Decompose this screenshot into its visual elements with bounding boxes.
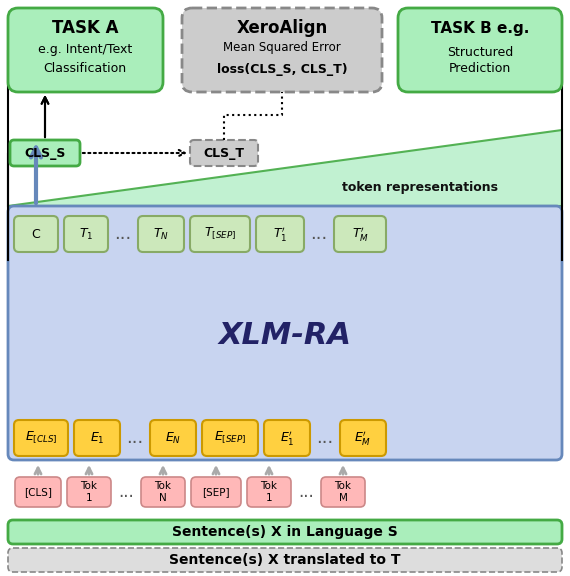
Text: $E_N$: $E_N$ <box>165 430 181 446</box>
FancyBboxPatch shape <box>256 216 304 252</box>
Text: Mean Squared Error: Mean Squared Error <box>223 41 341 55</box>
Text: $T_1'$: $T_1'$ <box>273 225 287 243</box>
FancyBboxPatch shape <box>190 216 250 252</box>
Text: Classification: Classification <box>43 62 127 74</box>
Text: Tok
1: Tok 1 <box>260 481 278 503</box>
Text: $E_1'$: $E_1'$ <box>280 429 294 447</box>
Text: $E_{[CLS]}$: $E_{[CLS]}$ <box>25 430 57 446</box>
Text: Sentence(s) X translated to T: Sentence(s) X translated to T <box>169 553 401 567</box>
FancyBboxPatch shape <box>14 420 68 456</box>
Polygon shape <box>8 130 562 206</box>
FancyBboxPatch shape <box>10 140 80 166</box>
Text: loss(CLS_S, CLS_T): loss(CLS_S, CLS_T) <box>217 63 347 77</box>
Text: Structured: Structured <box>447 46 513 59</box>
FancyBboxPatch shape <box>8 8 163 92</box>
Text: $E_{[SEP]}$: $E_{[SEP]}$ <box>214 430 246 446</box>
Text: $E_1$: $E_1$ <box>89 430 104 446</box>
FancyBboxPatch shape <box>182 8 382 92</box>
Text: $T_{[SEP]}$: $T_{[SEP]}$ <box>204 226 236 242</box>
Text: Sentence(s) X in Language S: Sentence(s) X in Language S <box>172 525 398 539</box>
Text: ...: ... <box>127 429 144 447</box>
FancyBboxPatch shape <box>8 206 562 460</box>
Text: Prediction: Prediction <box>449 62 511 74</box>
FancyBboxPatch shape <box>191 477 241 507</box>
FancyBboxPatch shape <box>138 216 184 252</box>
FancyBboxPatch shape <box>340 420 386 456</box>
Text: ...: ... <box>118 483 134 501</box>
FancyBboxPatch shape <box>64 216 108 252</box>
FancyBboxPatch shape <box>398 8 562 92</box>
FancyBboxPatch shape <box>150 420 196 456</box>
Text: ...: ... <box>311 225 328 243</box>
FancyBboxPatch shape <box>321 477 365 507</box>
FancyBboxPatch shape <box>247 477 291 507</box>
Text: Tok
1: Tok 1 <box>80 481 97 503</box>
Text: XLM-RA: XLM-RA <box>218 320 352 350</box>
FancyBboxPatch shape <box>334 216 386 252</box>
FancyBboxPatch shape <box>8 548 562 572</box>
Text: Tok
N: Tok N <box>154 481 172 503</box>
Text: ...: ... <box>115 225 132 243</box>
Text: [CLS]: [CLS] <box>24 487 52 497</box>
Text: $T_M'$: $T_M'$ <box>352 225 368 243</box>
FancyBboxPatch shape <box>74 420 120 456</box>
Text: ...: ... <box>298 483 314 501</box>
Text: $T_N$: $T_N$ <box>153 226 169 241</box>
FancyBboxPatch shape <box>15 477 61 507</box>
FancyBboxPatch shape <box>141 477 185 507</box>
Text: TASK A: TASK A <box>52 19 118 37</box>
Text: [SEP]: [SEP] <box>202 487 230 497</box>
Text: Tok
M: Tok M <box>335 481 352 503</box>
Text: e.g. Intent/Text: e.g. Intent/Text <box>38 44 132 56</box>
Text: C: C <box>31 228 40 241</box>
Text: $E_M'$: $E_M'$ <box>355 429 372 447</box>
Text: ...: ... <box>316 429 333 447</box>
Text: $T_1$: $T_1$ <box>79 226 93 241</box>
FancyBboxPatch shape <box>8 520 562 544</box>
Text: CLS_S: CLS_S <box>25 146 66 160</box>
Text: CLS_T: CLS_T <box>203 146 245 160</box>
Text: token representations: token representations <box>342 181 498 195</box>
FancyBboxPatch shape <box>202 420 258 456</box>
FancyBboxPatch shape <box>67 477 111 507</box>
FancyBboxPatch shape <box>190 140 258 166</box>
Text: XeroAlign: XeroAlign <box>237 19 328 37</box>
FancyBboxPatch shape <box>14 216 58 252</box>
Text: TASK B e.g.: TASK B e.g. <box>431 21 529 36</box>
FancyBboxPatch shape <box>264 420 310 456</box>
